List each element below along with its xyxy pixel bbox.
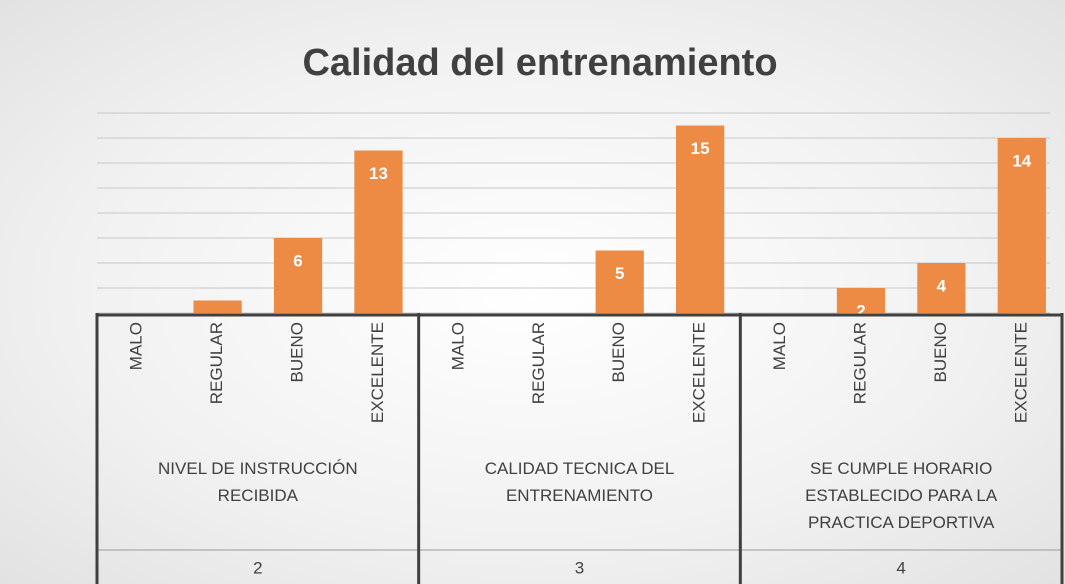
bar [676, 125, 725, 313]
bar [917, 263, 966, 313]
group-number: 3 [575, 558, 584, 577]
x-tick-label: MALO [770, 322, 789, 370]
group-label: CALIDAD TECNICA DEL ENTRENAMIENTO [484, 459, 675, 505]
x-tick-label: EXCELENTE [368, 322, 387, 423]
data-label: 1 [213, 314, 222, 333]
group-label: NIVEL DE INSTRUCCIÓN RECIBIDA [158, 459, 358, 505]
group-number: 2 [253, 558, 262, 577]
x-tick-label: EXCELENTE [1011, 322, 1030, 423]
bar [997, 138, 1046, 313]
data-label: 2 [856, 301, 865, 320]
chart-title: Calidad del entrenamiento [302, 42, 777, 84]
group-label: SE CUMPLE HORARIO ESTABLECIDO PARA LA PR… [805, 459, 998, 532]
bar [354, 150, 403, 313]
x-tick-label: EXCELENTE [690, 322, 709, 423]
data-label: 15 [691, 139, 710, 158]
data-label: 0 [132, 326, 141, 345]
bar [836, 288, 886, 313]
x-tick-label: REGULAR [850, 322, 869, 404]
group-number: 4 [896, 558, 905, 577]
data-label: 0 [535, 326, 544, 345]
bar [193, 300, 242, 313]
x-tick-label: BUENO [609, 322, 628, 382]
data-label: 0 [776, 326, 785, 345]
data-label: 14 [1012, 151, 1031, 170]
data-label: 6 [293, 251, 302, 270]
x-tick-label: BUENO [931, 322, 950, 382]
data-label: 13 [369, 164, 388, 183]
bar [273, 238, 323, 313]
x-tick-label: MALO [127, 322, 146, 370]
data-label: 5 [615, 264, 624, 283]
data-label: 0 [454, 326, 463, 345]
x-tick-label: MALO [448, 322, 467, 370]
x-tick-label: BUENO [288, 322, 307, 382]
bar [595, 250, 644, 313]
x-tick-label: REGULAR [207, 322, 226, 404]
x-tick-label: REGULAR [529, 322, 548, 404]
data-label: 4 [937, 276, 947, 295]
